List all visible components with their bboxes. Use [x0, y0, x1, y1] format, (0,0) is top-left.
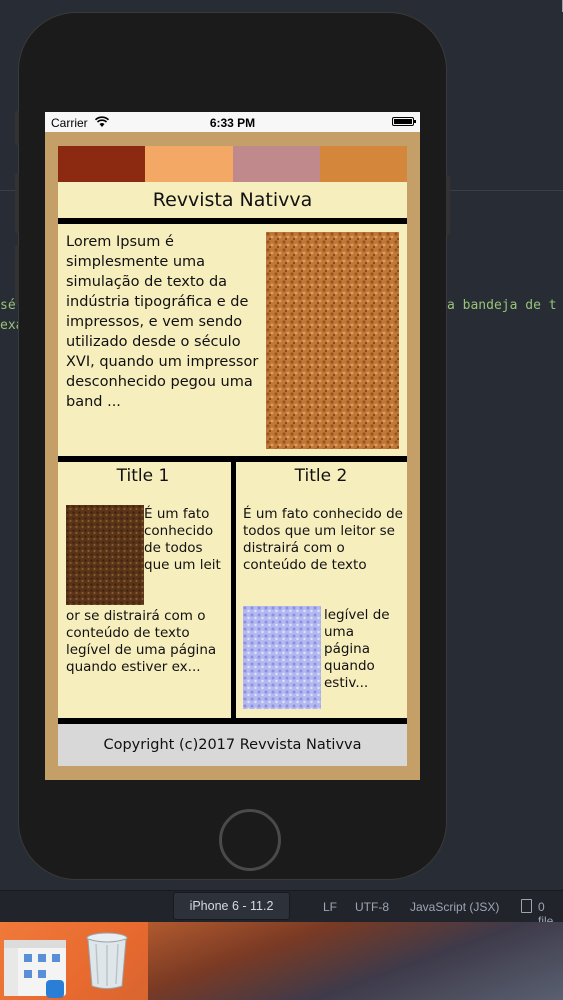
column-2-image — [243, 606, 321, 709]
footer-copyright: Copyright (c)2017 Revvista Nativva — [58, 724, 407, 766]
device-selector[interactable]: iPhone 6 - 11.2 — [173, 892, 290, 920]
column-2-text-beside-image: legível de uma página quando estiv... — [324, 607, 390, 691]
color-bar — [58, 146, 407, 182]
column-2-title: Title 2 — [294, 466, 348, 486]
file-icon — [521, 899, 532, 913]
volume-down-button — [15, 245, 19, 305]
column-1-text-below-image: or se distrairá com o conteúdo de texto … — [66, 608, 217, 675]
macos-dock — [0, 922, 563, 1000]
color-swatch — [232, 146, 320, 182]
divider — [58, 218, 407, 224]
intro-text: Lorem Ipsum é simplesmente uma simulação… — [66, 234, 259, 410]
mute-switch — [15, 111, 19, 145]
home-button[interactable] — [219, 809, 281, 871]
divider — [58, 456, 407, 462]
column-2-text-top: É um fato conhecido de todos que um leit… — [243, 506, 403, 573]
app-container: Revvista Nativva Lorem Ipsum é simplesme… — [58, 146, 407, 766]
color-swatch — [319, 146, 407, 182]
finder-face-icon — [46, 980, 64, 998]
code-line: sé — [0, 298, 16, 313]
column-1-title: Title 1 — [116, 466, 170, 486]
ios-status-bar: Carrier 6:33 PM — [45, 112, 420, 132]
grammar-indicator[interactable]: JavaScript (JSX) — [410, 900, 500, 914]
intro-image — [266, 232, 399, 449]
code-line: a bandeja de t — [447, 298, 557, 313]
trash-icon[interactable] — [82, 930, 132, 990]
simulator-screen: Carrier 6:33 PM Revvista Nativva Lorem I… — [45, 112, 420, 780]
power-button — [446, 175, 450, 235]
volume-up-button — [15, 173, 19, 233]
divider — [58, 718, 407, 724]
desktop-wallpaper — [148, 922, 563, 1000]
code-line: exa — [0, 318, 24, 333]
clock-label: 6:33 PM — [209, 116, 256, 130]
app-title: Revvista Nativva — [152, 189, 313, 211]
column-1-image — [66, 505, 144, 605]
carrier-label: Carrier — [51, 116, 88, 130]
wifi-icon — [95, 116, 109, 127]
column-1-text-beside-image: É um fato conhecido de todos que um leit — [144, 506, 221, 573]
color-swatch — [145, 146, 233, 182]
encoding-indicator[interactable]: UTF-8 — [355, 900, 389, 914]
battery-icon — [392, 117, 416, 126]
finder-window-preview — [4, 940, 66, 996]
color-swatch — [58, 146, 146, 182]
line-ending-indicator[interactable]: LF — [323, 900, 338, 914]
ide-status-bar: iPhone 6 - 11.2 LF UTF-8 JavaScript (JSX… — [0, 890, 563, 928]
column-divider — [231, 462, 236, 720]
